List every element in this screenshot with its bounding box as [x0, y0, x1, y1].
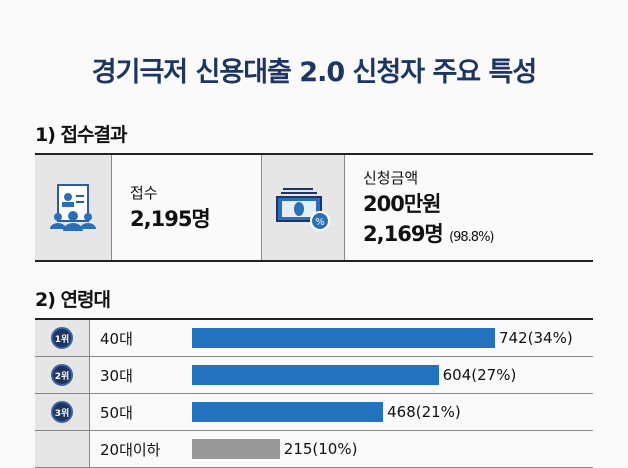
amount-percent: (98.8%) [449, 230, 494, 245]
age-row: 20대이하 215(10%) [35, 431, 593, 468]
age-row: 2위 30대 604(27%) [35, 357, 593, 394]
age-label: 30대 [100, 366, 133, 385]
age-value: 468(21%) [387, 403, 461, 421]
rank-cell: 1위 [35, 320, 90, 356]
amount-label: 신청금액 [363, 169, 419, 187]
money-percent-icon: % [262, 155, 345, 260]
age-label: 20대이하 [100, 440, 161, 459]
amount-value: 200만원 [363, 192, 441, 216]
age-bar [192, 439, 280, 459]
rank-cell [35, 431, 90, 467]
receipt-label: 접수 [130, 184, 158, 202]
section-heading-results: 1) 접수결과 [35, 124, 127, 146]
results-table: 접수 2,195명 % 신청금액 200만원 2,169명 (98.8%) [35, 153, 593, 262]
age-row: 3위 50대 468(21%) [35, 394, 593, 431]
applicants-document-icon [35, 155, 112, 260]
age-value: 215(10%) [283, 440, 358, 458]
age-label: 50대 [100, 403, 133, 422]
amount-count: 2,169명 [363, 222, 444, 246]
age-bar [192, 328, 495, 348]
age-bar [192, 402, 384, 422]
rank-cell: 3위 [35, 394, 90, 430]
age-row: 1위 40대 742(34%) [35, 320, 593, 357]
age-table: 1위 40대 742(34%) 2위 30대 604(27%) 3위 50대 468… [35, 318, 593, 468]
rank-ribbon-icon: 1위 [51, 327, 73, 349]
receipt-value: 2,195명 [130, 207, 211, 231]
age-label: 40대 [100, 329, 133, 348]
age-bar [192, 365, 439, 385]
rank-cell: 2위 [35, 357, 90, 393]
svg-text:%: % [315, 217, 325, 228]
amount-cell: 신청금액 200만원 2,169명 (98.8%) [345, 155, 593, 260]
rank-ribbon-icon: 2위 [51, 364, 73, 386]
page-title: 경기극저 신용대출 2.0 신청자 주요 특성 [91, 57, 537, 88]
age-value: 604(27%) [442, 366, 517, 384]
rank-ribbon-icon: 3위 [51, 401, 73, 423]
age-value: 742(34%) [499, 329, 573, 347]
section-heading-age: 2) 연령대 [35, 289, 111, 311]
receipt-cell: 접수 2,195명 [112, 155, 262, 260]
